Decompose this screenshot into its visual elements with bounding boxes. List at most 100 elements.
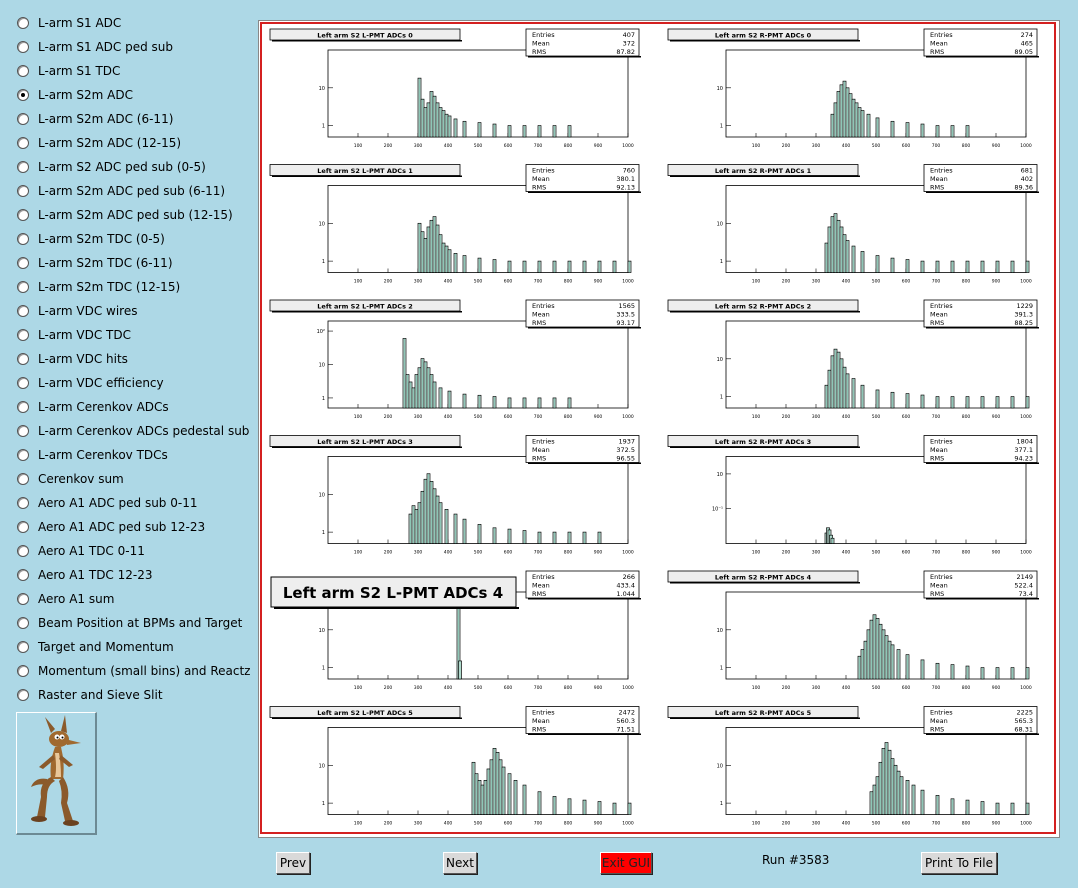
radio-button-icon[interactable] [17, 161, 29, 173]
radio-item[interactable]: L-arm S1 ADC ped sub [17, 37, 173, 57]
radio-item[interactable]: Aero A1 ADC ped sub 0-11 [17, 493, 197, 513]
x-tick-label: 400 [842, 143, 851, 149]
x-tick-label: 700 [534, 821, 543, 827]
radio-item[interactable]: L-arm S2m ADC ped sub (12-15) [17, 205, 233, 225]
radio-item[interactable]: L-arm VDC hits [17, 349, 128, 369]
stats-value: 372 [623, 40, 635, 48]
radio-item[interactable]: Beam Position at BPMs and Target [17, 613, 242, 633]
radio-item[interactable]: L-arm S2m ADC (6-11) [17, 109, 173, 129]
x-tick-label: 900 [594, 414, 603, 420]
x-tick-label: 1000 [622, 143, 634, 149]
radio-button-icon[interactable] [17, 65, 29, 77]
radio-item[interactable]: L-arm VDC efficiency [17, 373, 164, 393]
stats-shadow [528, 462, 641, 464]
radio-button-icon[interactable] [17, 425, 29, 437]
histogram-title: Left arm S2 L-PMT ADCs 4 [283, 584, 503, 602]
radio-button-icon[interactable] [17, 353, 29, 365]
histogram-title: Left arm S2 R-PMT ADCs 3 [715, 438, 811, 446]
histogram-panel: 100 200 300 400 500 600 700 800 900 1000 10 1 Left a… [667, 299, 1039, 420]
coyote-logo [16, 712, 97, 835]
radio-button-icon[interactable] [17, 473, 29, 485]
x-tick-label: 500 [474, 414, 483, 420]
radio-item[interactable]: L-arm S2 ADC ped sub (0-5) [17, 157, 206, 177]
x-tick-label: 300 [414, 685, 423, 691]
radio-item[interactable]: Target and Momentum [17, 637, 174, 657]
radio-button-icon[interactable] [17, 521, 29, 533]
radio-button-icon[interactable] [17, 377, 29, 389]
radio-button-icon[interactable] [17, 257, 29, 269]
x-tick-label: 900 [992, 279, 1001, 285]
radio-button-icon[interactable] [17, 233, 29, 245]
radio-item[interactable]: Raster and Sieve Slit [17, 685, 163, 705]
radio-button-icon[interactable] [17, 41, 29, 53]
radio-item[interactable]: L-arm S1 TDC [17, 61, 120, 81]
stats-value: 93.17 [616, 319, 635, 327]
radio-item[interactable]: L-arm Cerenkov ADCs pedestal sub [17, 421, 249, 441]
radio-button-icon[interactable] [17, 593, 29, 605]
coyote-icon [31, 715, 81, 826]
radio-button-icon[interactable] [17, 617, 29, 629]
radio-button-icon[interactable] [17, 305, 29, 317]
radio-item[interactable]: L-arm S2m ADC ped sub (6-11) [17, 181, 225, 201]
radio-button-icon[interactable] [17, 209, 29, 221]
radio-label: L-arm S2m ADC (12-15) [38, 136, 182, 150]
radio-item[interactable]: Aero A1 ADC ped sub 12-23 [17, 517, 205, 537]
radio-item[interactable]: L-arm VDC wires [17, 301, 137, 321]
next-button[interactable]: Next [443, 852, 477, 874]
radio-button-icon[interactable] [17, 137, 29, 149]
radio-button-icon[interactable] [17, 449, 29, 461]
histogram-panel: 100 200 300 400 500 600 700 800 900 1000 10² 10 1 Lef… [269, 299, 641, 420]
radio-item[interactable]: L-arm S1 ADC [17, 13, 121, 33]
radio-item[interactable]: L-arm Cerenkov ADCs [17, 397, 169, 417]
radio-button-icon[interactable] [17, 281, 29, 293]
x-tick-label: 400 [444, 143, 453, 149]
radio-button-icon[interactable] [17, 185, 29, 197]
print-to-file-button[interactable]: Print To File [921, 852, 997, 874]
title-shadow [670, 582, 860, 584]
radio-item[interactable]: L-arm S2m TDC (6-11) [17, 253, 173, 273]
x-tick-label: 500 [474, 550, 483, 556]
x-tick-label: 600 [504, 143, 513, 149]
radio-item[interactable]: Aero A1 TDC 12-23 [17, 565, 153, 585]
radio-label: L-arm Cerenkov ADCs [38, 400, 169, 414]
radio-item[interactable]: L-arm VDC TDC [17, 325, 131, 345]
radio-button-icon[interactable] [17, 497, 29, 509]
y-tick-label: 10 [319, 492, 325, 498]
radio-button-icon[interactable] [17, 113, 29, 125]
stats-value: 89.36 [1014, 184, 1033, 192]
radio-button-icon[interactable] [17, 401, 29, 413]
y-tick-label: 1 [720, 666, 723, 672]
x-tick-label: 900 [594, 685, 603, 691]
x-tick-label: 600 [902, 414, 911, 420]
prev-button[interactable]: Prev [276, 852, 310, 874]
radio-button-icon[interactable] [17, 689, 29, 701]
radio-button-icon[interactable] [17, 545, 29, 557]
x-tick-label: 700 [932, 685, 941, 691]
radio-item[interactable]: L-arm S2m TDC (12-15) [17, 277, 180, 297]
histogram-selector: L-arm S1 ADC L-arm S1 ADC ped sub L-arm S1… [0, 0, 255, 705]
radio-item[interactable]: Momentum (small bins) and Reactz [17, 661, 250, 681]
radio-button-icon[interactable] [17, 641, 29, 653]
radio-button-icon[interactable] [17, 569, 29, 581]
stats-value: 68.31 [1014, 726, 1033, 734]
stats-value: 1.044 [616, 590, 635, 598]
radio-label: L-arm VDC hits [38, 352, 128, 366]
radio-item[interactable]: L-arm S2m ADC [17, 85, 133, 105]
x-tick-label: 400 [842, 821, 851, 827]
radio-button-icon[interactable] [17, 329, 29, 341]
radio-item[interactable]: L-arm S2m TDC (0-5) [17, 229, 165, 249]
x-tick-label: 800 [564, 279, 573, 285]
title-shadow [272, 717, 462, 719]
x-tick-label: 400 [444, 821, 453, 827]
radio-button-icon[interactable] [17, 17, 29, 29]
radio-item[interactable]: L-arm S2m ADC (12-15) [17, 133, 181, 153]
exit-gui-button[interactable]: Exit GUI [600, 852, 652, 874]
radio-item[interactable]: Cerenkov sum [17, 469, 124, 489]
radio-label: L-arm Cerenkov TDCs [38, 448, 168, 462]
radio-item[interactable]: L-arm Cerenkov TDCs [17, 445, 168, 465]
radio-button-icon[interactable] [17, 665, 29, 677]
radio-button-icon[interactable] [17, 89, 29, 101]
x-tick-label: 1000 [622, 414, 634, 420]
radio-item[interactable]: Aero A1 sum [17, 589, 114, 609]
radio-item[interactable]: Aero A1 TDC 0-11 [17, 541, 145, 561]
